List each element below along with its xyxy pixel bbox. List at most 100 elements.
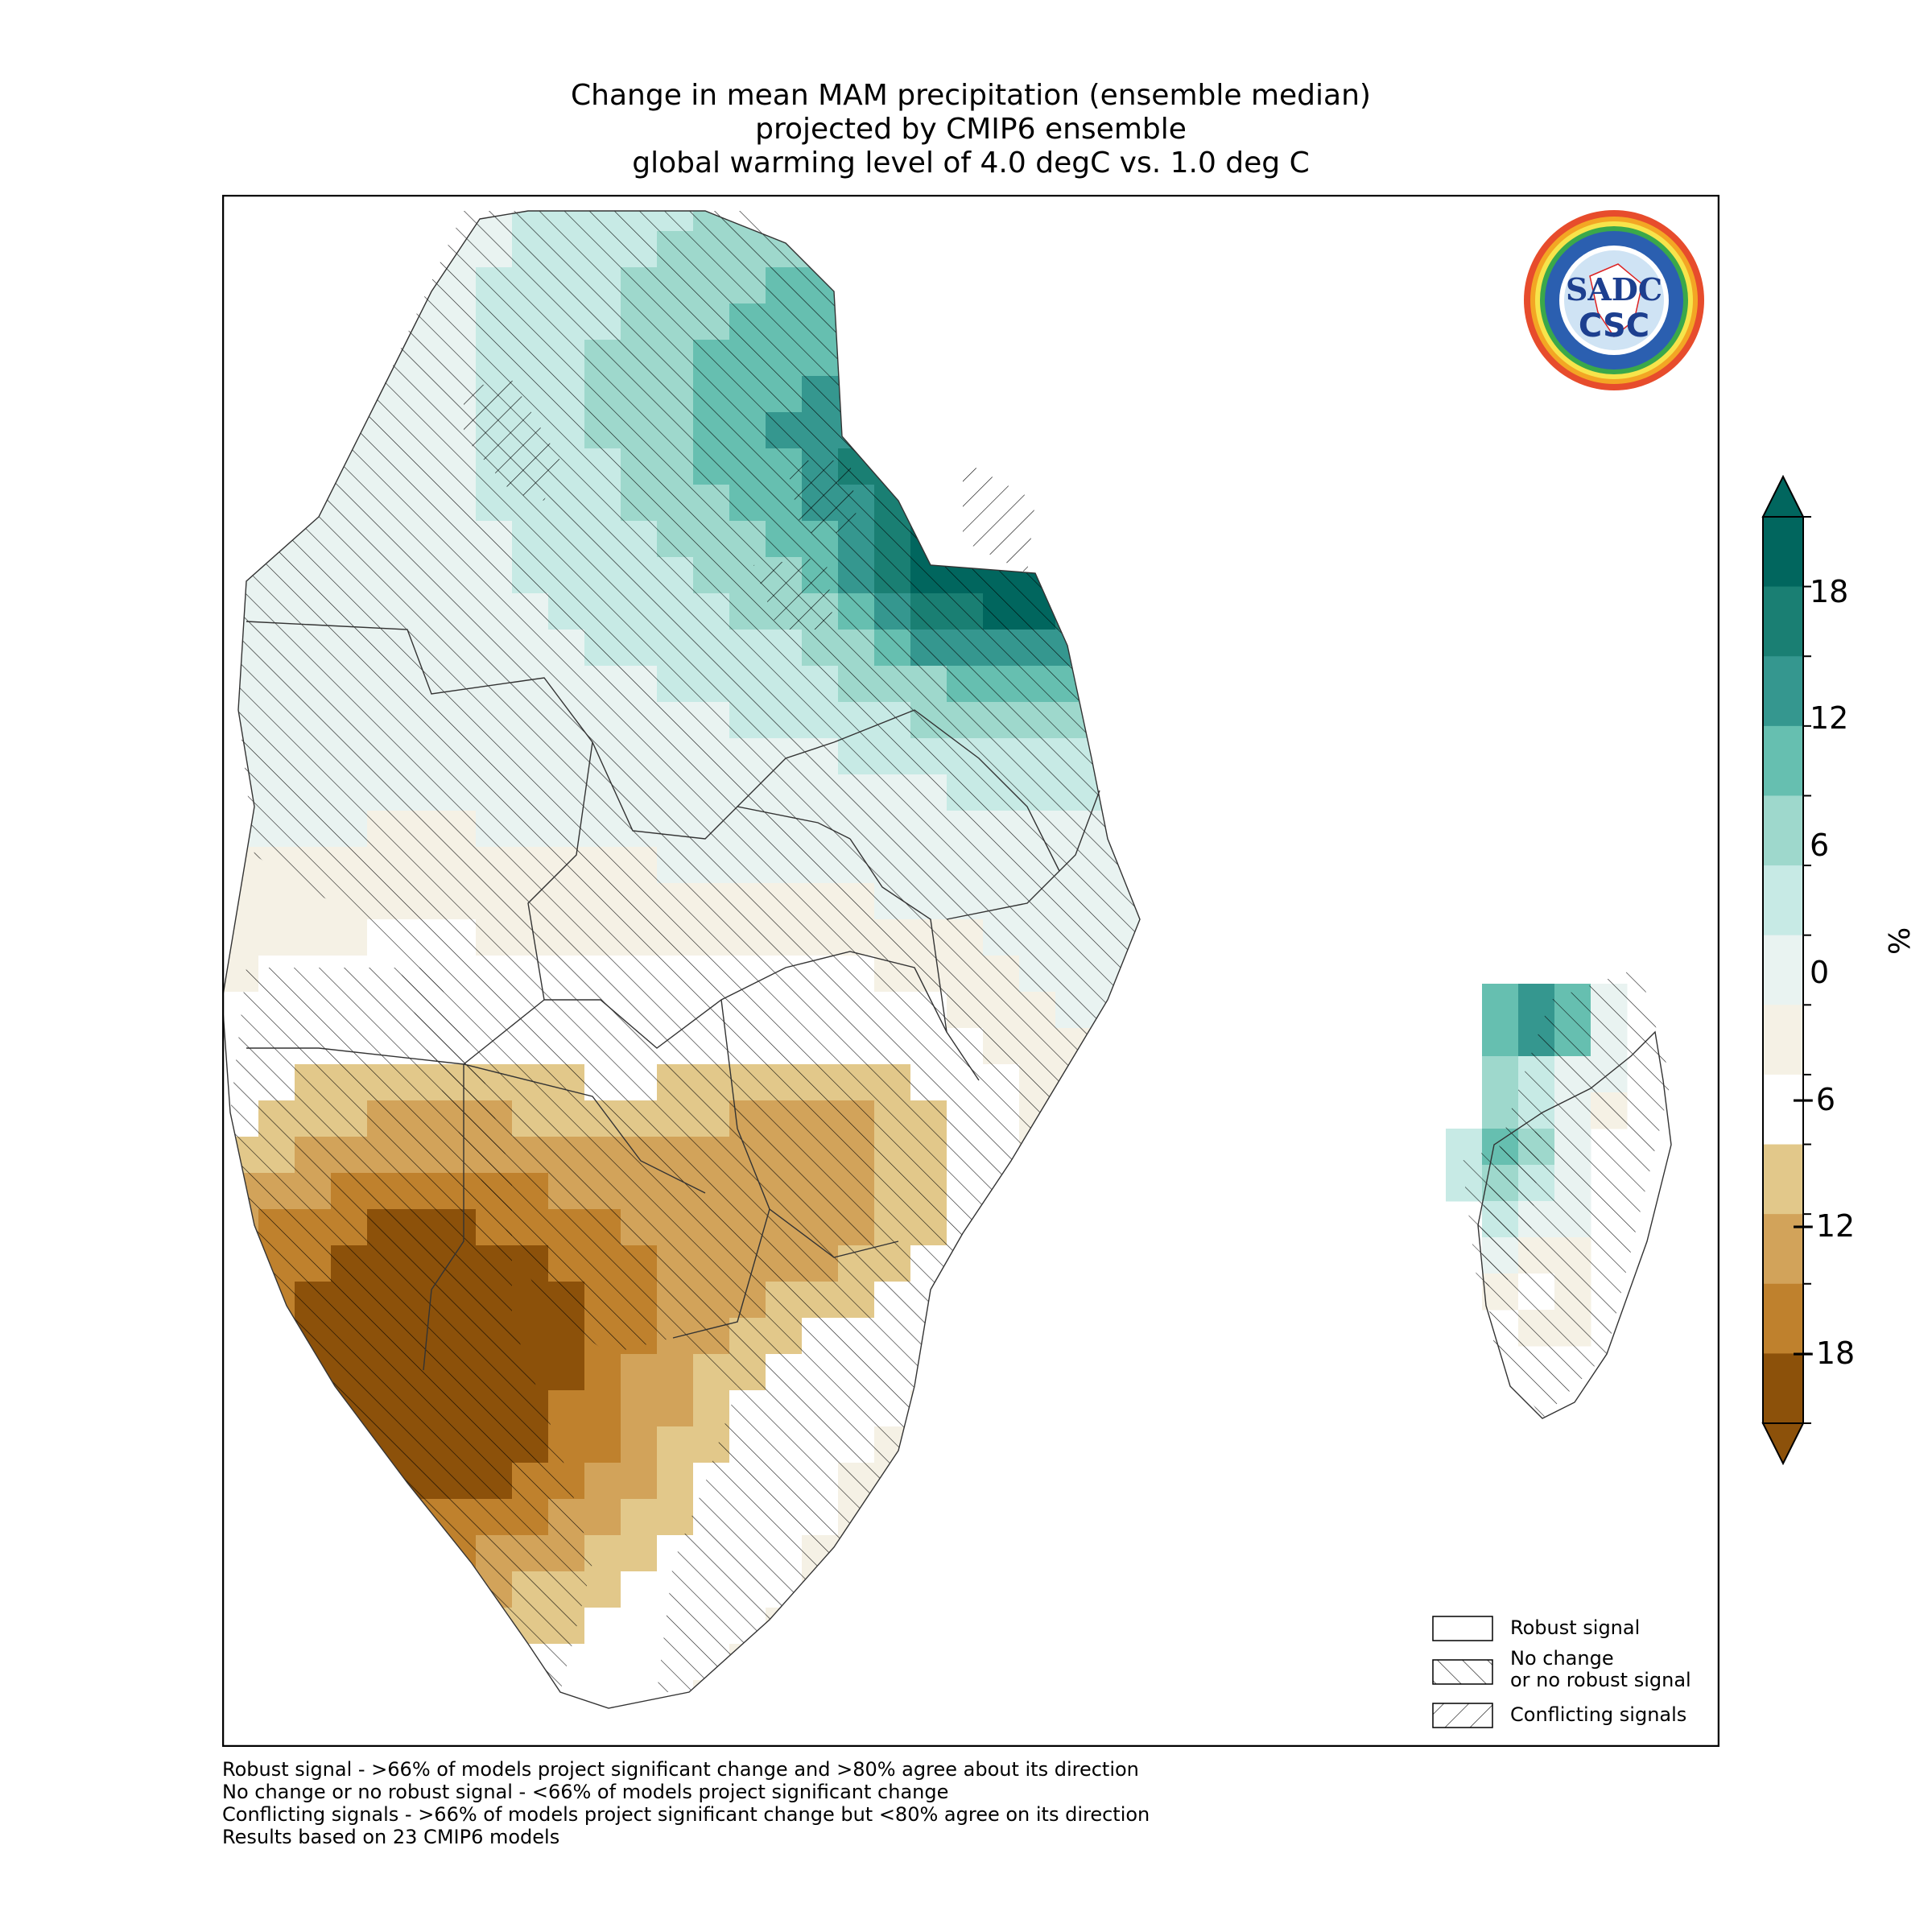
grid-cell (1055, 1571, 1092, 1608)
grid-cell (838, 340, 875, 377)
grid-cell (403, 211, 440, 232)
grid-cell (947, 340, 984, 377)
grid-cell (548, 1390, 585, 1427)
hatching-no-robust-signal (230, 211, 1671, 1692)
grid-cell (331, 1426, 368, 1463)
grid-cell (874, 303, 911, 341)
colorbar-segment (1763, 795, 1803, 866)
grid-cell (983, 231, 1020, 268)
grid-cell (1092, 1535, 1129, 1572)
grid-cell (947, 1499, 984, 1536)
grid-cell (584, 1463, 621, 1500)
grid-cell (983, 376, 1020, 413)
grid-cell (331, 211, 368, 232)
grid-cell (1128, 847, 1140, 884)
grid-cell (295, 1608, 332, 1645)
grid-cell (222, 1644, 259, 1681)
title-line-1: Change in mean MAM precipitation (ensemb… (571, 79, 1371, 112)
grid-cell (367, 303, 404, 341)
grid-cell (222, 1680, 259, 1708)
grid-cell (331, 303, 368, 341)
grid-cell (222, 448, 259, 485)
grid-cell (874, 376, 911, 413)
grid-cell (910, 376, 947, 413)
grid-cell (258, 448, 295, 485)
grid-cell (874, 1680, 911, 1708)
grid-cell (1092, 231, 1129, 268)
grid-cell (1055, 1354, 1092, 1391)
grid-cell (584, 1499, 621, 1536)
grid-cell (1019, 1608, 1056, 1645)
grid-cell (983, 303, 1020, 341)
grid-cell (1019, 1173, 1056, 1210)
grid-cell (222, 847, 259, 884)
grid-cell (1128, 1245, 1140, 1282)
grid-cell (1128, 630, 1140, 667)
grid-cell (766, 211, 803, 232)
grid-cell (910, 1644, 947, 1681)
grid-cell (838, 376, 875, 413)
grid-cell (1092, 666, 1129, 703)
grid-cell (295, 1499, 332, 1536)
grid-cell (910, 1608, 947, 1645)
grid-cell (222, 1354, 259, 1391)
grid-cell (1055, 593, 1092, 630)
map-panel (222, 195, 1719, 1747)
grid-cell (1128, 412, 1140, 449)
grid-cell (1019, 1680, 1056, 1708)
grid-cell (983, 1680, 1020, 1708)
grid-cell (838, 1571, 875, 1608)
grid-cell (983, 1716, 1020, 1747)
grid-cell (766, 1716, 803, 1747)
grid-cell (1128, 738, 1140, 775)
grid-cell (983, 1644, 1020, 1681)
grid-cell (1055, 1426, 1092, 1463)
grid-cell (258, 412, 295, 449)
grid-cell (258, 211, 295, 232)
grid-cell (910, 1390, 947, 1427)
grid-cell (621, 1499, 658, 1536)
grid-cell (295, 231, 332, 268)
grid-cell (295, 448, 332, 485)
grid-cell (1092, 211, 1129, 232)
grid-cell (910, 412, 947, 449)
colorbar-segment (1763, 865, 1803, 936)
grid-cell (584, 1571, 621, 1608)
grid-cell (367, 1608, 404, 1645)
grid-cell (403, 1644, 440, 1681)
grid-cell (331, 1680, 368, 1708)
grid-cell (367, 1571, 404, 1608)
grid-cell (874, 211, 911, 232)
grid-cell (729, 1680, 766, 1708)
grid-cell (1092, 340, 1129, 377)
colorbar-segment (1763, 1074, 1803, 1146)
grid-cell (584, 1608, 621, 1645)
grid-cell (621, 1463, 658, 1500)
grid-cell (983, 340, 1020, 377)
map-border (222, 195, 1719, 1747)
grid-cell (222, 303, 259, 341)
grid-cell (874, 1571, 911, 1608)
grid-cell (1092, 1571, 1129, 1608)
grid-cell (1055, 1535, 1092, 1572)
grid-cell (258, 376, 295, 413)
grid-cell (1055, 1282, 1092, 1319)
grid-cell (258, 231, 295, 268)
grid-cell (802, 1716, 839, 1747)
grid-cell (331, 919, 368, 956)
grid-cell (258, 485, 295, 522)
grid-cell (1482, 984, 1519, 1021)
grid-cell (440, 1716, 477, 1747)
grid-cell (440, 1644, 477, 1681)
colorbar (1761, 475, 1811, 1465)
grid-cell (1128, 1282, 1140, 1319)
grid-cell (947, 231, 984, 268)
grid-cell (910, 1426, 947, 1463)
grid-cell (910, 340, 947, 377)
grid-cell (874, 1608, 911, 1645)
grid-cell (1128, 992, 1140, 1029)
grid-cell (947, 1426, 984, 1463)
grid-cell (258, 1571, 295, 1608)
grid-cell (1092, 1463, 1129, 1500)
grid-cell (983, 1209, 1020, 1246)
